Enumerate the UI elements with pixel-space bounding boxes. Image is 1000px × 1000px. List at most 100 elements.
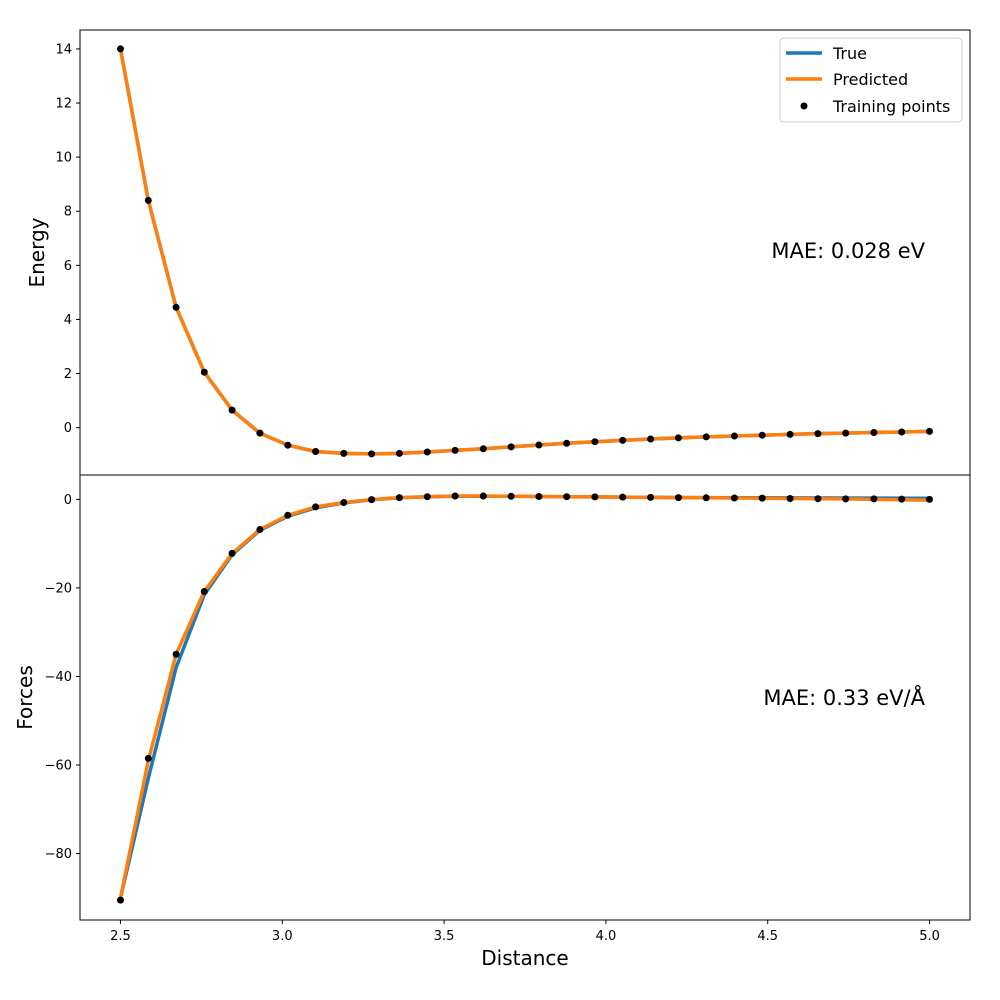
energy-training-point <box>842 429 850 437</box>
energy-mae-annotation: MAE: 0.028 eV <box>771 239 925 263</box>
energy-curves <box>118 47 932 456</box>
energy-training-point <box>926 427 933 435</box>
y-tick-label: −80 <box>45 847 72 862</box>
y-tick-label: 0 <box>64 493 72 508</box>
energy-training-point <box>200 368 208 376</box>
y-tick-label: −60 <box>45 759 72 774</box>
forces-training-points <box>117 492 933 904</box>
energy-training-point <box>117 45 124 53</box>
forces-y-axis-label: Forces <box>13 665 37 730</box>
forces-curves <box>118 494 932 900</box>
legend-true-label: True <box>832 44 867 63</box>
energy-training-point <box>647 435 655 443</box>
energy-training-point <box>479 445 487 453</box>
energy-training-point <box>758 431 766 439</box>
energy-training-point <box>535 441 543 449</box>
x-tick-label: 3.0 <box>272 929 293 944</box>
energy-training-point <box>451 446 459 454</box>
energy-y-ticks: 0 2 4 6 8 10 12 14 <box>55 42 80 436</box>
y-tick-label: 8 <box>64 205 72 220</box>
forces-y-ticks: 0 −20 −40 −60 −80 <box>45 493 80 862</box>
forces-training-point <box>647 493 655 501</box>
forces-training-point <box>340 499 348 506</box>
forces-training-point <box>870 495 878 503</box>
energy-training-point <box>591 438 599 446</box>
energy-training-point <box>144 196 152 204</box>
forces-training-point <box>842 495 850 503</box>
forces-training-point <box>451 492 459 500</box>
energy-training-point <box>730 432 738 440</box>
forces-mae-annotation: MAE: 0.33 eV/Å <box>763 684 925 710</box>
forces-training-point <box>144 754 152 762</box>
forces-predicted-curve <box>118 494 932 900</box>
energy-training-point <box>619 436 627 444</box>
energy-training-point <box>228 406 236 414</box>
forces-training-point <box>758 494 766 502</box>
y-tick-label: 4 <box>64 313 72 328</box>
y-tick-label: 12 <box>55 97 72 112</box>
energy-training-points <box>117 45 933 458</box>
energy-y-axis-label: Energy <box>25 217 49 287</box>
legend-predicted-label: Predicted <box>833 70 908 89</box>
forces-training-point <box>730 494 738 502</box>
forces-training-point <box>898 495 906 503</box>
x-tick-label: 2.5 <box>110 929 131 944</box>
energy-training-point <box>423 448 431 456</box>
x-tick-label: 3.5 <box>434 929 455 944</box>
energy-training-point <box>870 429 878 436</box>
energy-training-point <box>674 434 682 442</box>
forces-training-point <box>479 492 487 500</box>
energy-training-point <box>898 428 906 436</box>
energy-training-point <box>172 303 180 311</box>
distance-x-ticks: 2.5 3.0 3.5 4.0 4.5 5.0 <box>110 920 940 944</box>
forces-training-point <box>563 493 571 501</box>
y-tick-label: 10 <box>55 151 72 166</box>
energy-training-point <box>507 443 515 451</box>
forces-training-point <box>172 650 180 658</box>
forces-axes-frame <box>79 474 971 921</box>
legend-training-points-marker <box>800 102 808 110</box>
forces-training-point <box>228 549 236 557</box>
forces-training-point <box>368 496 376 504</box>
y-tick-label: −20 <box>45 581 72 596</box>
legend-frame <box>779 37 963 123</box>
forces-training-point <box>256 526 264 533</box>
forces-training-point <box>674 494 682 502</box>
x-tick-label: 5.0 <box>919 929 940 944</box>
energy-training-point <box>702 433 710 441</box>
energy-training-point <box>284 441 292 449</box>
energy-training-point <box>340 449 348 457</box>
forces-training-point <box>591 493 599 501</box>
energy-training-point <box>368 450 376 458</box>
forces-training-point <box>535 493 543 500</box>
energy-training-point <box>814 430 822 438</box>
forces-training-point <box>786 495 794 502</box>
forces-training-point <box>200 588 208 595</box>
forces-training-point <box>507 492 515 500</box>
x-tick-label: 4.5 <box>757 929 778 944</box>
y-tick-label: −40 <box>45 670 72 685</box>
forces-panel: 0−20−40−60−80 2.5 3.0 3.5 4.0 4.5 5.0 Forces … <box>13 474 971 970</box>
forces-training-point <box>702 494 710 502</box>
y-tick-label: 0 <box>64 421 72 436</box>
energy-predicted-curve <box>118 47 932 456</box>
legend: True Predicted Training points <box>779 37 963 123</box>
forces-training-point <box>423 493 431 501</box>
energy-training-point <box>786 430 794 438</box>
forces-training-point <box>814 495 822 503</box>
energy-training-point <box>256 429 264 437</box>
forces-training-point <box>619 493 627 501</box>
y-tick-label: 2 <box>64 367 72 382</box>
y-tick-label: 14 <box>55 42 72 57</box>
forces-training-point <box>117 896 124 904</box>
forces-training-point <box>312 503 320 511</box>
forces-training-point <box>395 494 403 502</box>
legend-training-points-label: Training points <box>832 97 950 116</box>
y-tick-label: 6 <box>64 259 72 274</box>
distance-x-axis-label: Distance <box>481 946 568 970</box>
energy-panel: 0 2 4 6 8 10 12 14 Energy MAE: 0.028 eV True Pr… <box>25 29 971 476</box>
x-tick-label: 4.0 <box>596 929 617 944</box>
forces-training-point <box>284 511 292 519</box>
energy-training-point <box>563 439 571 447</box>
